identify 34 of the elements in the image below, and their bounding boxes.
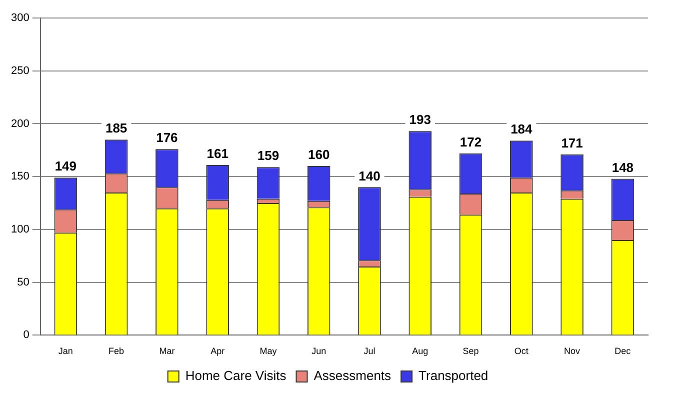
total-label: 161	[206, 146, 228, 162]
x-tick-label: Dec	[614, 346, 632, 356]
total-label: 176	[156, 130, 178, 146]
total-label: 160	[308, 147, 330, 162]
x-tick-label: Feb	[108, 346, 124, 356]
total-label: 185	[105, 120, 128, 136]
y-tick-label: 50	[17, 276, 30, 288]
legend-label: Home Care Visits	[185, 368, 287, 384]
y-tick-label: 0	[23, 329, 30, 342]
legend-label: Assessments	[314, 368, 392, 384]
x-tick-label: May	[260, 346, 278, 356]
x-tick-label: Oct	[514, 346, 529, 356]
total-label: 148	[612, 160, 634, 175]
x-tick-label: Nov	[564, 346, 581, 356]
x-tick-label: Aug	[412, 346, 428, 356]
total-label: 184	[510, 122, 534, 137]
total-label: 193	[409, 112, 431, 128]
x-tick-label: Jan	[58, 346, 73, 356]
y-tick-label: 300	[10, 12, 30, 24]
x-tick-label: Mar	[159, 346, 175, 356]
x-tick-label: Sep	[462, 346, 479, 356]
total-label: 172	[460, 134, 482, 150]
y-tick-label: 200	[10, 118, 30, 130]
total-label: 140	[358, 168, 380, 184]
x-tick-label: Jul	[364, 346, 376, 356]
x-tick-label: Jun	[312, 346, 326, 356]
y-tick-label: 250	[10, 64, 30, 77]
total-label: 171	[561, 135, 583, 150]
total-label: 159	[257, 148, 280, 164]
legend-label: Transported	[418, 368, 488, 384]
y-tick-label: 100	[10, 224, 30, 236]
y-tick-label: 150	[10, 170, 30, 183]
total-label: 149	[54, 158, 77, 174]
x-tick-label: Apr	[210, 346, 225, 356]
